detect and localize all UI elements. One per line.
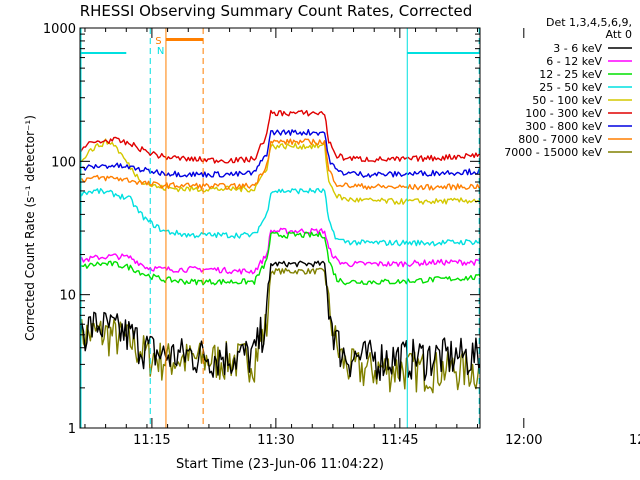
y-axis-label: Corrected Count Rate (s⁻¹ detector⁻¹) (23, 115, 37, 341)
chart-title: RHESSI Observing Summary Count Rates, Co… (80, 2, 473, 20)
legend-label-3: 25 - 50 keV (539, 81, 602, 94)
series-line-2 (80, 227, 480, 275)
legend-header-1: Att 0 (606, 28, 632, 41)
legend-label-5: 100 - 300 keV (525, 107, 602, 120)
x-tick-label-2: 11:45 (381, 433, 418, 448)
y-tick-label-2: 100 (51, 155, 76, 170)
series-line-5 (80, 138, 480, 205)
night-label: N (157, 46, 164, 57)
y-tick-label-3: 1000 (43, 22, 76, 37)
series-layer (80, 109, 480, 394)
x-tick-label-3: 12:00 (505, 433, 542, 448)
legend-header-0: Det 1,3,4,5,6,9, (546, 16, 632, 29)
marker-layer: SN (80, 28, 480, 428)
legend-label-2: 12 - 25 keV (539, 68, 602, 81)
series-line-7 (80, 128, 480, 178)
plot-area: SN 11:1511:3011:4512:0012:1512:301101001… (43, 22, 640, 448)
series-line-6 (80, 138, 480, 191)
legend-label-1: 6 - 12 keV (546, 55, 602, 68)
series-line-1 (80, 260, 480, 382)
series-line-4 (80, 187, 480, 247)
legend-label-4: 50 - 100 keV (532, 94, 602, 107)
saa-label: S (155, 36, 161, 47)
x-tick-label-0: 11:15 (133, 433, 170, 448)
plot-frame (79, 27, 481, 429)
y-tick-label-0: 1 (68, 422, 76, 437)
legend-label-0: 3 - 6 keV (553, 42, 602, 55)
legend-label-8: 7000 - 15000 keV (504, 146, 602, 159)
series-line-3 (80, 231, 480, 286)
y-tick-label-1: 10 (59, 289, 76, 304)
x-tick-label-1: 11:30 (257, 433, 294, 448)
series-line-8 (80, 109, 480, 164)
legend-label-6: 300 - 800 keV (525, 120, 602, 133)
x-tick-label-4: 12:15 (629, 433, 640, 448)
legend-label-7: 800 - 7000 keV (518, 133, 602, 146)
series-line-0 (80, 267, 480, 394)
x-axis-label: Start Time (23-Jun-06 11:04:22) (176, 457, 384, 472)
